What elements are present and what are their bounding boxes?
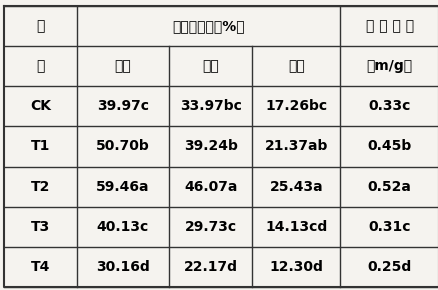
Text: 22.17d: 22.17d	[183, 260, 237, 274]
Text: 从枝: 从枝	[202, 59, 219, 73]
Text: （m/g）: （m/g）	[366, 59, 412, 73]
Text: 21.37ab: 21.37ab	[264, 139, 327, 153]
Text: 0.33c: 0.33c	[367, 99, 410, 113]
Text: 50.70b: 50.70b	[96, 139, 149, 153]
Text: T3: T3	[31, 220, 50, 234]
Text: 处: 处	[36, 19, 45, 33]
Text: 33.97bc: 33.97bc	[180, 99, 241, 113]
Text: 39.24b: 39.24b	[184, 139, 237, 153]
Text: 0.45b: 0.45b	[367, 139, 411, 153]
Text: 29.73c: 29.73c	[184, 220, 236, 234]
Text: T2: T2	[31, 180, 50, 194]
Text: 30.16d: 30.16d	[96, 260, 149, 274]
Text: 39.97c: 39.97c	[97, 99, 148, 113]
Text: 菌丝: 菌丝	[114, 59, 131, 73]
Text: 菌 丝 长 度: 菌 丝 长 度	[365, 19, 413, 33]
Text: 0.52a: 0.52a	[367, 180, 410, 194]
Text: T4: T4	[31, 260, 50, 274]
Text: 0.31c: 0.31c	[367, 220, 410, 234]
Text: 泡囊: 泡囊	[287, 59, 304, 73]
Text: 菌根侵染率（%）: 菌根侵染率（%）	[172, 19, 244, 33]
Text: CK: CK	[30, 99, 51, 113]
Text: T1: T1	[31, 139, 50, 153]
Text: 40.13c: 40.13c	[96, 220, 149, 234]
Text: 理: 理	[36, 59, 45, 73]
Text: 12.30d: 12.30d	[269, 260, 322, 274]
Text: 59.46a: 59.46a	[96, 180, 149, 194]
Text: 14.13cd: 14.13cd	[265, 220, 327, 234]
Text: 17.26bc: 17.26bc	[265, 99, 327, 113]
Text: 46.07a: 46.07a	[184, 180, 237, 194]
Text: 25.43a: 25.43a	[269, 180, 322, 194]
Text: 0.25d: 0.25d	[367, 260, 411, 274]
